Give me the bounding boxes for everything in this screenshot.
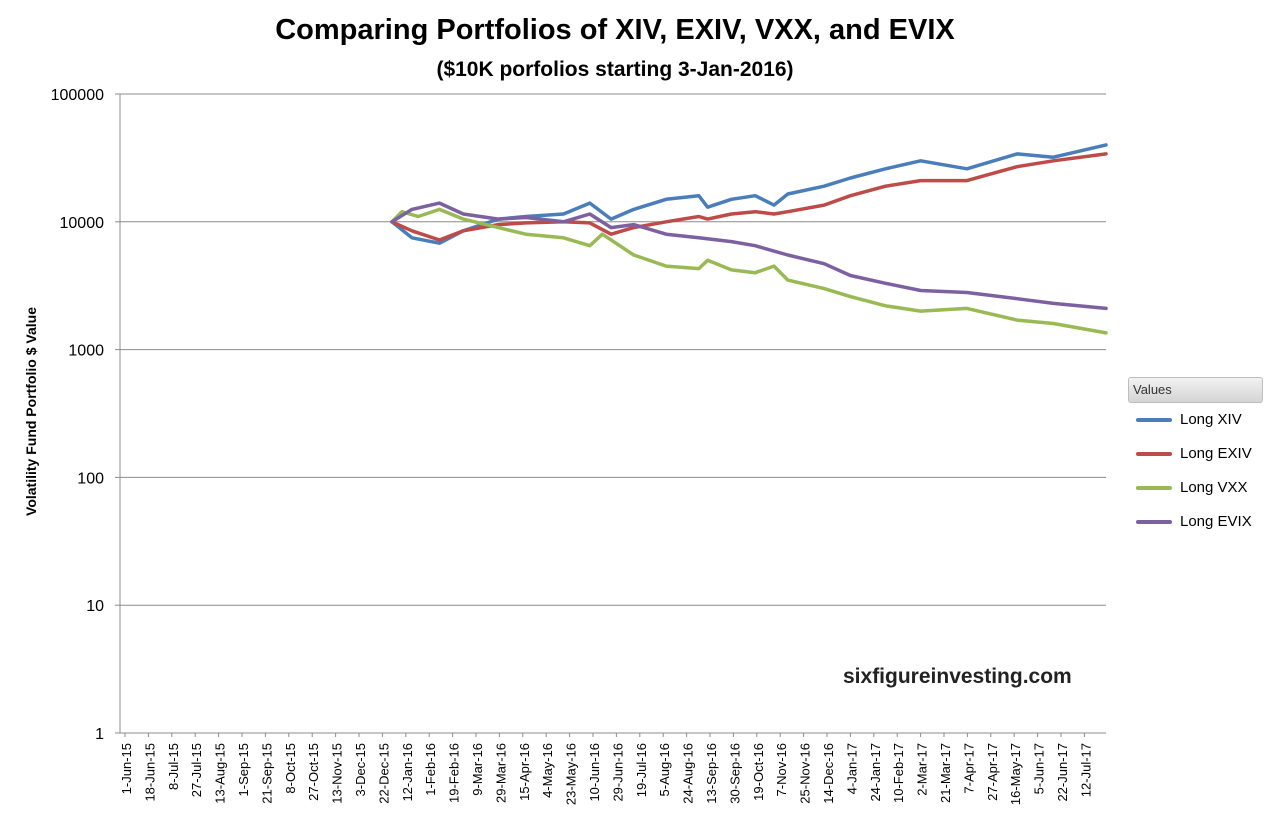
x-tick-label: 8-Oct-15 <box>283 743 298 794</box>
legend-label-long-evix: Long EVIX <box>1180 513 1252 530</box>
x-tick-label: 4-May-16 <box>540 743 555 798</box>
x-tick-label: 10-Feb-17 <box>891 743 906 803</box>
x-tick-label: 5-Jun-17 <box>1032 743 1047 794</box>
x-tick-label: 10-Jun-16 <box>587 743 602 802</box>
legend-swatch-long-evix <box>1136 520 1172 524</box>
x-tick-label: 19-Jul-16 <box>634 743 649 797</box>
y-tick-label: 100000 <box>51 87 104 104</box>
x-tick-label: 27-Apr-17 <box>985 743 1000 801</box>
x-tick-label: 15-Apr-16 <box>517 743 532 801</box>
legend-label-long-vxx: Long VXX <box>1180 479 1248 496</box>
x-tick-label: 22-Jun-17 <box>1055 743 1070 802</box>
x-tick-label: 13-Sep-16 <box>704 743 719 804</box>
x-tick-label: 27-Oct-15 <box>306 743 321 801</box>
series-line-long-exiv <box>390 152 1108 242</box>
chart-title: Comparing Portfolios of XIV, EXIV, VXX, … <box>275 14 955 46</box>
legend-swatch-long-xiv <box>1136 418 1172 422</box>
x-tick-label: 8-Jul-15 <box>166 743 181 790</box>
y-axis-label: Volatility Fund Portfolio $ Value <box>23 307 39 516</box>
legend-item-long-evix: Long EVIX <box>1136 512 1266 532</box>
x-tick-label: 1-Feb-16 <box>423 743 438 796</box>
legend-item-long-vxx: Long VXX <box>1136 478 1266 498</box>
x-tick-label: 5-Aug-16 <box>657 743 672 796</box>
series-line-long-vxx <box>390 207 1108 335</box>
legend-label-long-xiv: Long XIV <box>1180 411 1242 428</box>
x-tick-label: 7-Nov-16 <box>774 743 789 796</box>
x-tick-label: 1-Sep-15 <box>236 743 251 796</box>
x-tick-label: 23-May-16 <box>564 743 579 805</box>
legend-item-long-xiv: Long XIV <box>1136 410 1266 430</box>
x-tick-label: 3-Dec-15 <box>353 743 368 796</box>
x-tick-label: 4-Jan-17 <box>844 743 859 794</box>
y-tick-label: 1 <box>95 726 104 743</box>
x-tick-label: 21-Sep-15 <box>259 743 274 804</box>
y-tick-label: 10000 <box>60 215 105 232</box>
legend: Values Long XIV Long EXIV Long VXX Long … <box>1128 377 1263 530</box>
y-tick-label: 10 <box>86 598 104 615</box>
x-tick-label: 19-Oct-16 <box>751 743 766 801</box>
x-tick-label: 2-Mar-17 <box>915 743 930 796</box>
x-tick-label: 30-Sep-16 <box>727 743 742 804</box>
x-tick-label: 24-Aug-16 <box>681 743 696 804</box>
legend-header: Values <box>1128 377 1263 403</box>
y-tick-label: 1000 <box>68 343 104 360</box>
x-tick-label: 1-Jun-15 <box>119 743 134 794</box>
x-tick-label: 7-Apr-17 <box>961 743 976 794</box>
x-tick-label: 25-Nov-16 <box>798 743 813 804</box>
watermark-text: sixfigureinvesting.com <box>843 665 1072 688</box>
y-tick-label: 100 <box>77 470 104 487</box>
legend-item-long-exiv: Long EXIV <box>1136 444 1266 464</box>
x-tick-label: 29-Mar-16 <box>493 743 508 803</box>
x-tick-label: 9-Mar-16 <box>470 743 485 796</box>
x-tick-label: 27-Jul-15 <box>189 743 204 797</box>
chart-subtitle: ($10K porfolios starting 3-Jan-2016) <box>436 58 794 81</box>
legend-swatch-long-exiv <box>1136 452 1172 456</box>
x-tick-label: 22-Dec-15 <box>376 743 391 804</box>
x-tick-label: 21-Mar-17 <box>938 743 953 803</box>
series-line-long-evix <box>390 201 1108 311</box>
x-tick-label: 24-Jan-17 <box>868 743 883 802</box>
x-tick-label: 12-Jan-16 <box>400 743 415 802</box>
x-tick-label: 14-Dec-16 <box>821 743 836 804</box>
x-tick-label: 29-Jun-16 <box>610 743 625 802</box>
legend-label-long-exiv: Long EXIV <box>1180 445 1252 462</box>
x-tick-label: 18-Jun-15 <box>142 743 157 802</box>
x-tick-label: 19-Feb-16 <box>447 743 462 803</box>
x-tick-label: 13-Aug-15 <box>213 743 228 804</box>
legend-swatch-long-vxx <box>1136 486 1172 490</box>
x-tick-label: 12-Jul-17 <box>1078 743 1093 797</box>
x-tick-label: 16-May-17 <box>1008 743 1023 805</box>
x-tick-label: 13-Nov-15 <box>330 743 345 804</box>
